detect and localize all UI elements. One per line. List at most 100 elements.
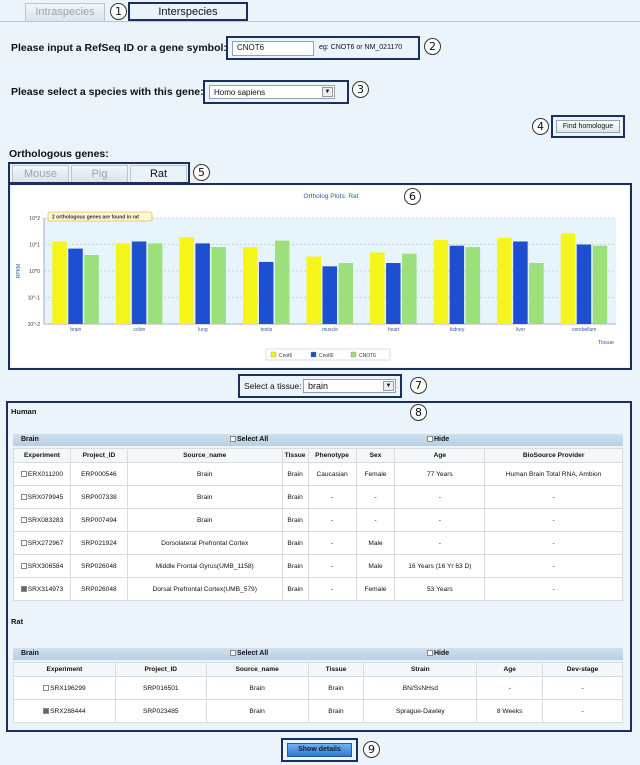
x-tick-label: lung: [198, 327, 208, 333]
callout-8: 8: [410, 404, 427, 421]
table-cell: Female: [355, 462, 396, 486]
cell-text: SRP023485: [142, 707, 179, 715]
experiment-cell[interactable]: SRX196299: [13, 676, 116, 700]
table-cell: -: [355, 485, 396, 509]
table-cell: 53 Years: [394, 577, 486, 601]
cell-text: -: [552, 516, 555, 524]
row-checkbox-icon[interactable]: [20, 470, 27, 477]
column-header: BioSource Provider: [484, 448, 623, 463]
cell-text: Dorsolateral Prefrontal Cortex: [161, 539, 249, 547]
column-header: Experiment: [13, 662, 116, 677]
experiment-cell[interactable]: SRX083283: [13, 508, 71, 532]
table-cell: ERP000546: [69, 462, 128, 486]
table-cell: -: [394, 485, 486, 509]
experiment-cell[interactable]: SRX306584: [13, 554, 71, 578]
row-checkbox-icon[interactable]: [43, 707, 50, 714]
column-header: Source_name: [126, 448, 283, 463]
cell-text: Brain: [197, 493, 213, 501]
callout-7: 7: [410, 377, 427, 394]
row-checkbox-icon[interactable]: [20, 539, 27, 546]
experiment-cell[interactable]: SRX314973: [13, 577, 71, 601]
table-cell: -: [394, 531, 486, 555]
species-select[interactable]: Homo sapiens ▼: [209, 85, 335, 99]
table-cell: Female: [355, 577, 396, 601]
experiment-cell[interactable]: SRX272967: [13, 531, 71, 555]
legend-label: Cnot6l: [319, 353, 333, 359]
cell-text: 16 Years (16 Yr 63 D): [408, 562, 472, 570]
cell-text: Male: [368, 562, 383, 570]
bar: [147, 243, 163, 324]
rat-select-all[interactable]: Select All: [230, 648, 268, 660]
row-checkbox-icon[interactable]: [20, 493, 27, 500]
find-homologue-button[interactable]: Find homologue: [556, 120, 620, 133]
row-checkbox-icon[interactable]: [20, 562, 27, 569]
cell-text: -: [552, 493, 555, 501]
table-cell: Brain: [281, 577, 309, 601]
cell-text: -: [508, 684, 511, 692]
table-cell: -: [394, 508, 486, 532]
legend-swatch: [350, 351, 357, 358]
column-header: Age: [394, 448, 486, 463]
table-cell: SRP021924: [69, 531, 128, 555]
checkbox-icon: [427, 436, 433, 443]
tab-intraspecies[interactable]: Intraspecies: [25, 3, 105, 21]
table-cell: -: [307, 508, 357, 532]
human-select-all[interactable]: Select All: [230, 434, 268, 446]
experiment-cell[interactable]: SRX288444: [13, 699, 116, 723]
rat-bar-label: Brain: [21, 650, 39, 657]
table-row: ERX011200 ERP000546 Brain Brain Caucasian Fem…: [13, 462, 623, 486]
row-checkbox-icon[interactable]: [20, 585, 27, 592]
row-checkbox-icon[interactable]: [43, 684, 50, 691]
x-tick-label: testis: [261, 327, 273, 333]
cell-text: Brain: [287, 493, 303, 501]
table-cell: 77 Years: [394, 462, 486, 486]
rat-hide[interactable]: Hide: [427, 648, 449, 660]
experiment-cell[interactable]: ERX011200: [13, 462, 71, 486]
cell-text: Brain: [287, 562, 303, 570]
legend-label: Cnot6: [279, 353, 293, 359]
experiment-cell[interactable]: SRX079945: [13, 485, 71, 509]
checkbox-icon: [427, 650, 433, 657]
row-checkbox-icon[interactable]: [20, 516, 27, 523]
table-cell: Middle Frontal Gyrus(UMB_1158): [126, 554, 283, 578]
tab-pig[interactable]: Pig: [71, 165, 128, 182]
column-header: Tissue: [281, 448, 309, 463]
cell-text: ERX011200: [27, 470, 63, 478]
refseq-input[interactable]: CNOT6: [232, 41, 314, 56]
table-cell: -: [355, 508, 396, 532]
callout-1: 1: [110, 3, 127, 20]
table-cell: SRP026048: [69, 577, 128, 601]
table-cell: Brain: [281, 485, 309, 509]
table-row: SRX079945 SRP007338 Brain Brain - - - -: [13, 485, 623, 509]
tab-interspecies[interactable]: Interspecies: [128, 2, 248, 21]
cell-text: Male: [368, 539, 383, 547]
table-cell: Brain: [281, 531, 309, 555]
table-cell: -: [542, 676, 623, 700]
ortholog-chart: 10^2 10^1 10^0 10^-1 10^-2 Ortholog Plots: Ra…: [16, 193, 616, 361]
cell-text: Middle Frontal Gyrus(UMB_1158): [155, 562, 254, 570]
show-details-button[interactable]: Show details: [287, 743, 352, 757]
find-highlight: [551, 115, 625, 138]
checkbox-icon: [230, 436, 236, 443]
cell-text: SRP021924: [81, 539, 117, 547]
table-cell: Male: [355, 531, 396, 555]
cell-text: Brain: [287, 516, 303, 524]
tab-rat[interactable]: Rat: [130, 165, 187, 182]
cell-text: -: [330, 493, 334, 501]
table-cell: -: [307, 485, 357, 509]
x-axis-label: Tissue: [598, 340, 614, 346]
tab-mouse[interactable]: Mouse: [12, 165, 69, 182]
table-cell: Sprague-Dawley: [363, 699, 478, 723]
tissue-select[interactable]: brain ▼: [303, 379, 396, 393]
bar: [242, 247, 258, 324]
human-hide[interactable]: Hide: [427, 434, 449, 446]
cell-text: Dorsal Prefrontal Cortex(UMB_579): [152, 585, 257, 593]
checkbox-icon: [230, 650, 236, 657]
table-cell: SRP016501: [114, 676, 207, 700]
bar: [306, 256, 321, 324]
table-cell: Dorsal Prefrontal Cortex(UMB_579): [126, 577, 283, 601]
results-highlight: [6, 401, 632, 732]
table-cell: Brain: [126, 508, 283, 532]
cell-text: SRX272967: [27, 539, 64, 547]
table-cell: 8 Weeks: [476, 699, 544, 723]
